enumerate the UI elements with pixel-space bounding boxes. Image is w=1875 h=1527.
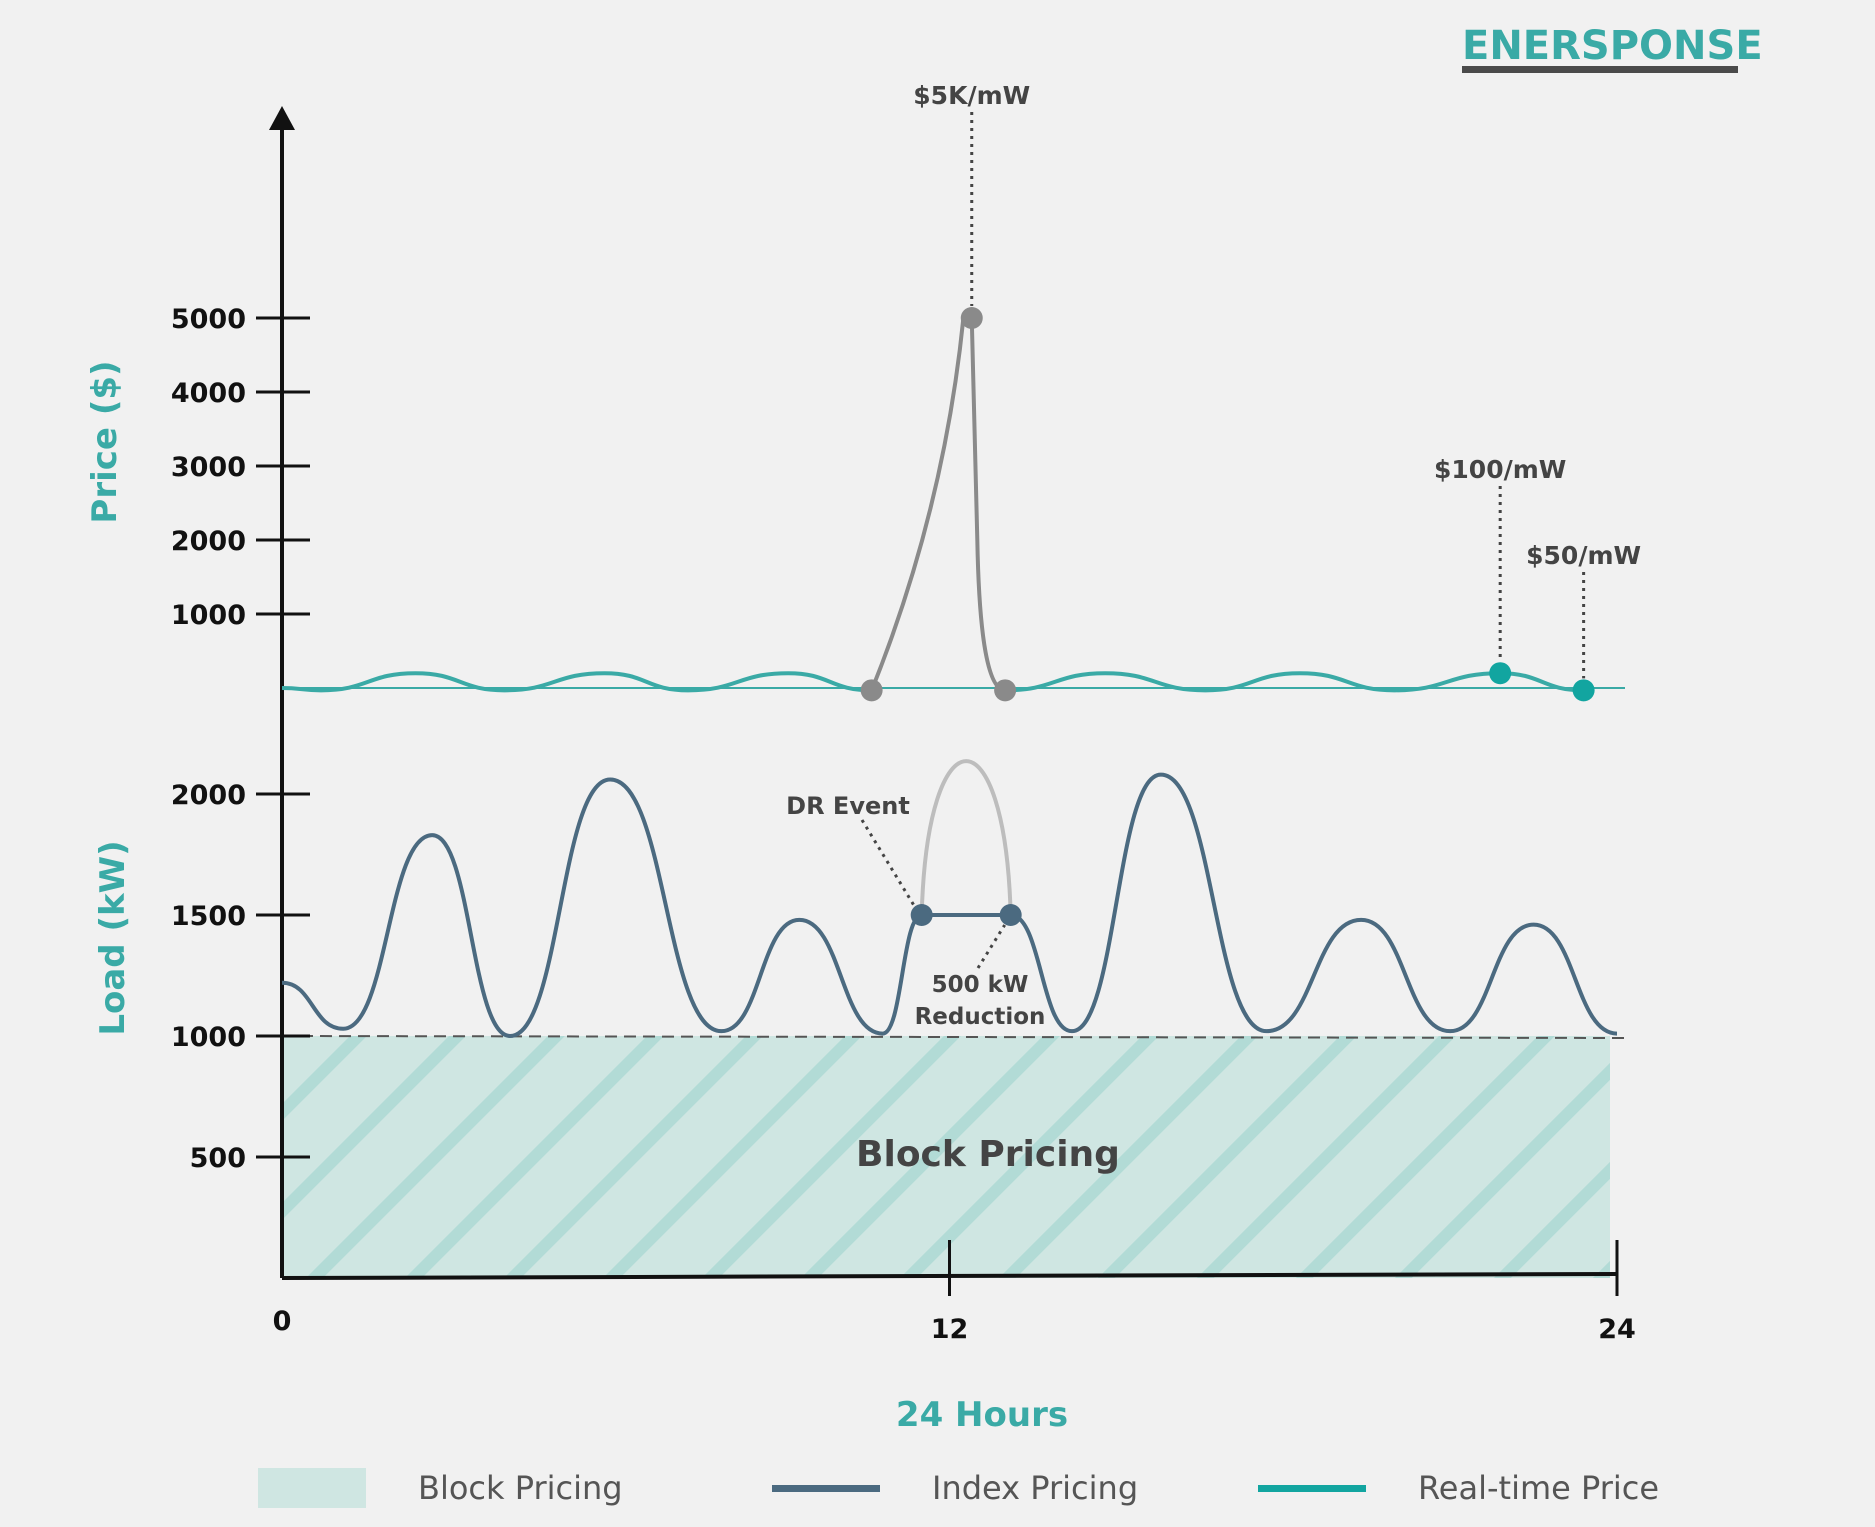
price-50-marker [1572, 679, 1595, 702]
annotation-500kw: 500 kW [932, 972, 1029, 998]
reduction-leader-line [976, 924, 1006, 969]
block-pricing-level-line [281, 1035, 1626, 1039]
price-tick-label-1000: 1000 [171, 600, 246, 631]
price-tick-label-5000: 5000 [171, 304, 246, 335]
axes-layer [256, 106, 1626, 1296]
annotation-100: $100/mW [1434, 455, 1566, 484]
legend-label-real-time-price: Real-time Price [1418, 1469, 1660, 1507]
load-axis-title: Load (kW) [93, 840, 133, 1035]
index-pricing-line-left [281, 777, 923, 1039]
series-layer [281, 112, 1618, 1039]
logo-text: ENERSPONSE [1462, 23, 1763, 69]
legend-item-index-pricing: Index Pricing [772, 1462, 1138, 1514]
price-100-marker [1489, 662, 1512, 685]
legend-item-block-pricing: Block Pricing [258, 1462, 623, 1514]
spike-end-marker [994, 679, 1017, 702]
annotation-5k: $5K/mW [913, 81, 1030, 110]
legend-label-block-pricing: Block Pricing [418, 1469, 623, 1507]
annotation-reduction: Reduction [915, 1004, 1046, 1030]
annotation-dr-event: DR Event [786, 792, 910, 820]
index-pricing-line-right [1010, 772, 1618, 1036]
block-pricing-label: Block Pricing [856, 1134, 1120, 1175]
logo-underline [1462, 66, 1738, 73]
load-tick-label-1000: 1000 [171, 1022, 246, 1053]
legend-swatch-index-pricing [772, 1484, 880, 1492]
load-tick-label-500: 500 [190, 1143, 246, 1174]
legend-label-index-pricing: Index Pricing [932, 1469, 1139, 1507]
text-layer: 1000 2000 3000 4000 5000 500 1000 1500 2000 0 12 24… [85, 81, 1641, 1435]
x-axis-title: 24 Hours [896, 1395, 1068, 1435]
y-axis-arrow [269, 106, 295, 130]
x-tick-label-0: 0 [273, 1306, 292, 1337]
price-spike-line [869, 316, 1006, 693]
legend-item-real-time-price: Real-time Price [1258, 1462, 1659, 1514]
enersponse-logo: ENERSPONSE [1462, 22, 1763, 74]
real-time-price-line-left [281, 671, 872, 693]
annotation-50: $50/mW [1526, 541, 1641, 570]
price-tick-label-3000: 3000 [171, 452, 246, 483]
block-pricing-area-layer [282, 1036, 1610, 1278]
price-axis-title: Price ($) [85, 360, 125, 523]
legend-swatch-real-time-price [1258, 1484, 1366, 1492]
block-pricing-area [282, 1036, 1610, 1278]
x-tick-label-24: 24 [1598, 1314, 1636, 1345]
legend-swatch-block-pricing [258, 1468, 366, 1508]
x-tick-label-12: 12 [931, 1314, 969, 1345]
spike-peak-marker [960, 307, 983, 329]
dr-removed-load-line [919, 759, 1013, 916]
dr-event-leader-line [860, 819, 915, 906]
price-tick-label-4000: 4000 [171, 378, 246, 409]
load-tick-label-1500: 1500 [171, 901, 246, 932]
dr-start-marker [910, 904, 933, 926]
spike-start-marker [860, 679, 883, 702]
price-tick-label-2000: 2000 [171, 526, 246, 557]
load-tick-label-2000: 2000 [171, 780, 246, 811]
dr-end-marker [999, 904, 1022, 926]
